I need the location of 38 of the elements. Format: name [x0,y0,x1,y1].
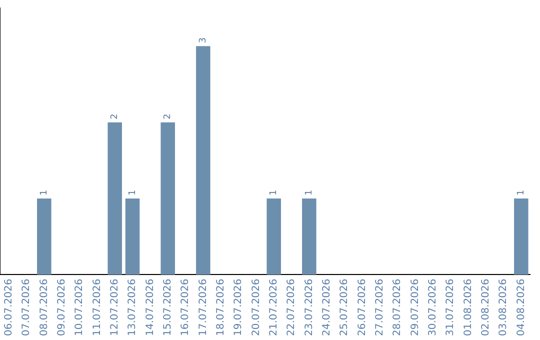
data-label: 3 [198,37,209,44]
data-label: 1 [269,190,280,196]
x-tick-label: 07.07.2026 [21,278,32,336]
data-label: 1 [304,190,315,196]
x-tick-label: 15.07.2026 [162,278,174,336]
data-label: 1 [516,190,527,196]
x-tick-label: 02.08.2026 [480,278,492,336]
x-tick-label: 04.08.2026 [516,278,527,336]
data-label: 2 [163,114,174,120]
x-tick-label: 08.07.2026 [38,278,50,336]
x-tick-label: 09.07.2026 [56,278,68,336]
x-tick-label: 19.07.2026 [233,278,244,336]
x-tick-label: 25.07.2026 [339,278,350,336]
x-tick-label: 20.07.2026 [250,278,262,336]
x-tick-label: 31.07.2026 [445,278,456,336]
x-tick-label: 29.07.2026 [410,278,421,336]
x-tick-label: 28.07.2026 [392,278,404,336]
x-tick-label: 14.07.2026 [144,278,156,336]
x-tick-label: 21.07.2026 [268,278,280,336]
x-tick-label: 12.07.2026 [109,278,120,336]
x-tick-label: 06.07.2026 [3,278,14,336]
x-tick-label: 03.08.2026 [498,278,510,336]
x-tick-label: 26.07.2026 [356,278,368,336]
x-tick-label: 27.07.2026 [374,278,386,336]
x-tick-label: 24.07.2026 [321,278,332,336]
x-tick-label: 11.07.2026 [92,278,103,336]
x-tick-label: 16.07.2026 [180,278,192,336]
x-tick-label: 17.07.2026 [198,278,209,336]
data-label: 2 [110,114,120,120]
x-tick-label: 23.07.2026 [304,278,315,336]
x-tick-label: 30.07.2026 [427,278,438,336]
data-label: 1 [40,190,50,196]
data-label: 1 [128,190,138,196]
x-tick-label: 10.07.2026 [74,278,86,336]
x-tick-label: 18.07.2026 [215,278,226,336]
x-tick-label: 01.08.2026 [462,278,474,336]
x-tick-label: 22.07.2026 [286,278,298,336]
x-tick-label: 13.07.2026 [127,278,138,336]
